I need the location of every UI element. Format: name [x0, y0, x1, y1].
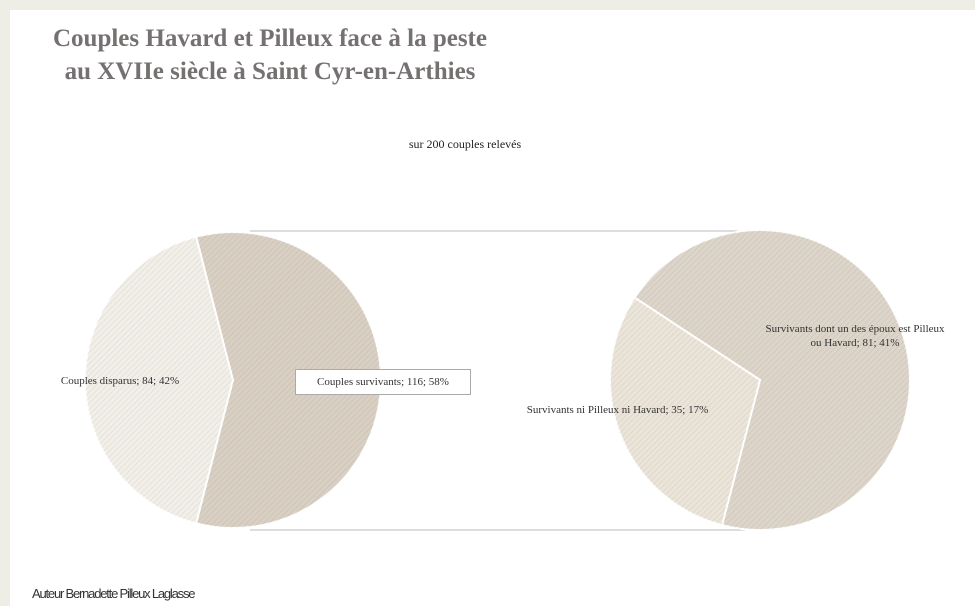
data-label: Survivants dont un des époux est Pilleux… — [765, 323, 945, 349]
data-label: Couples survivants; 116; 58% — [295, 369, 471, 395]
chart-title: Couples Havard et Pilleux face à la pest… — [53, 25, 487, 85]
pie-slice-texture — [196, 231, 382, 528]
pie-slice-texture — [610, 297, 760, 526]
data-label: Survivants ni Pilleux ni Havard; 35; 17% — [526, 404, 709, 416]
data-label: Couples disparus; 84; 42% — [60, 375, 180, 387]
chart-subtitle: sur 200 couples relevés — [408, 137, 522, 151]
pie-slice-texture — [85, 236, 233, 524]
pie-slice-texture — [634, 230, 910, 530]
footer: Auteur Bernadette Pilleux Laglasse — [32, 586, 195, 601]
